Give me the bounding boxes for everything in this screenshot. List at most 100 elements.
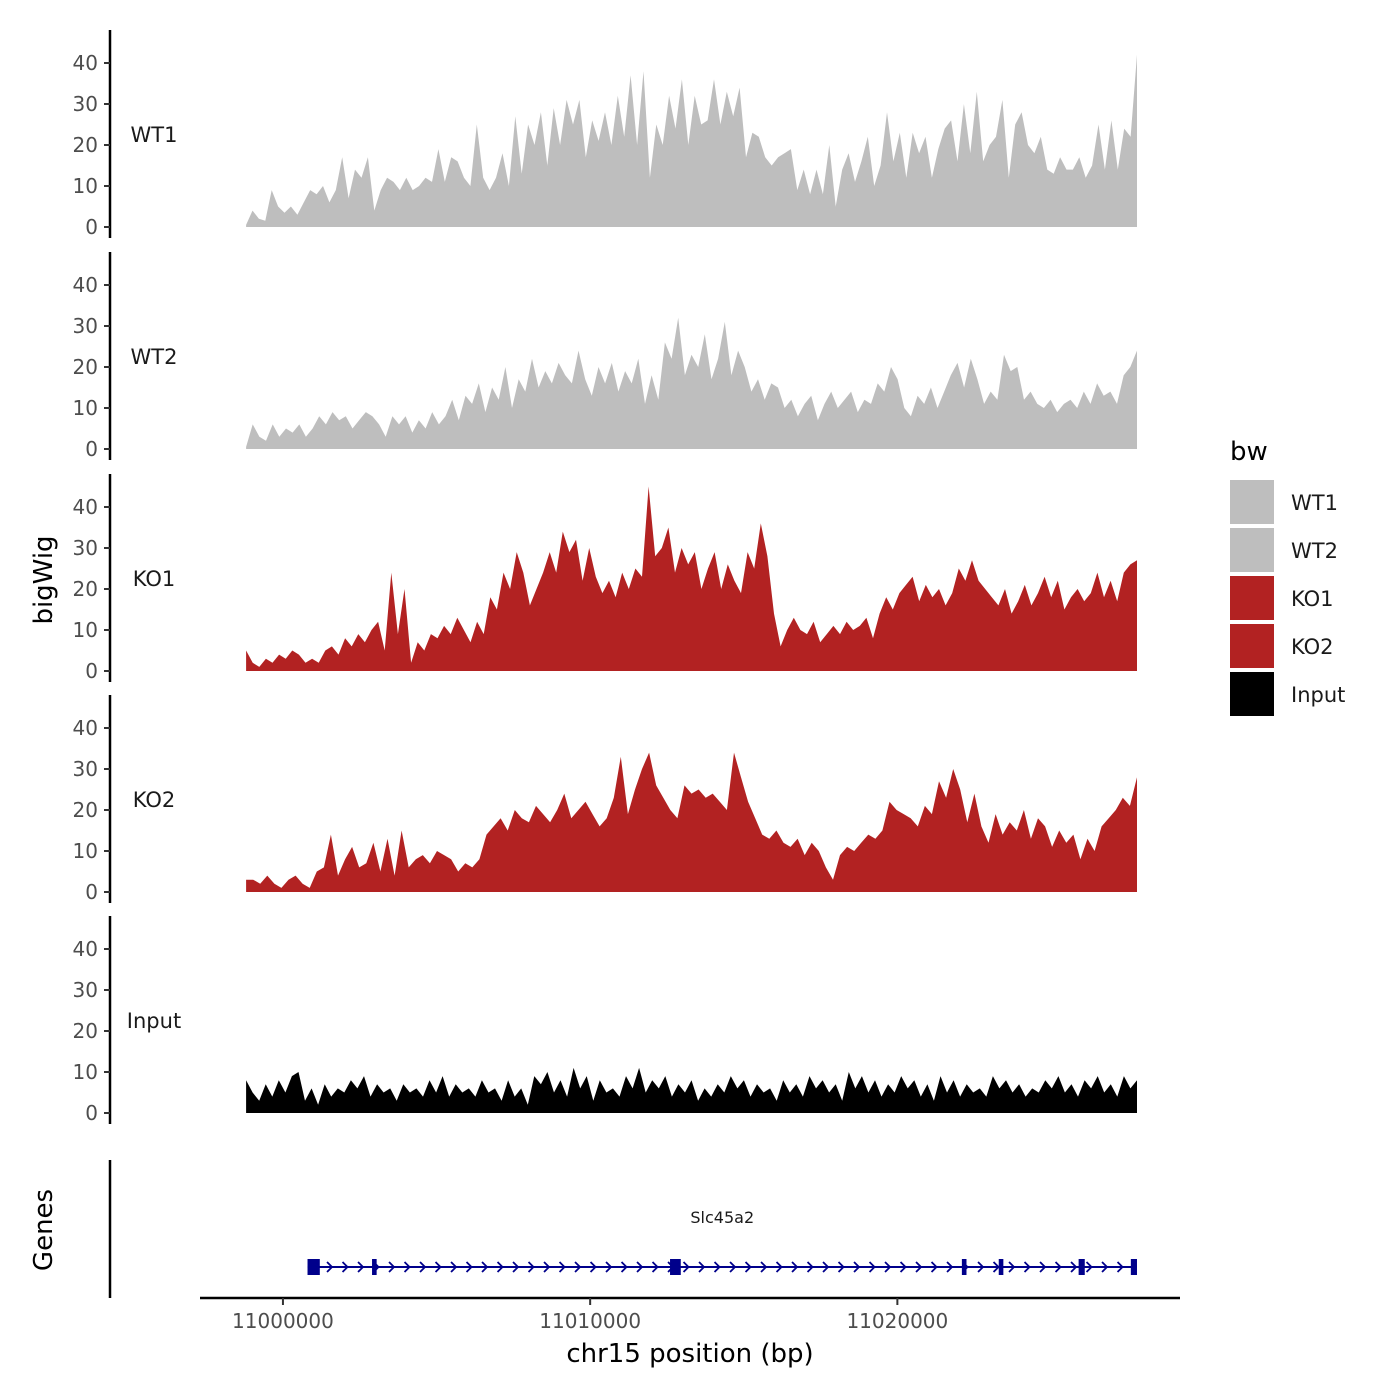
strand-chevron: [527, 1261, 535, 1273]
strand-chevron: [512, 1261, 520, 1273]
y-tick-label: 30: [73, 92, 98, 116]
y-tick-label: 40: [73, 937, 98, 961]
strand-chevron: [868, 1261, 876, 1273]
y-tick-label: 20: [73, 1019, 98, 1043]
y-axis-title: bigWig: [29, 535, 59, 624]
strand-chevron: [775, 1261, 783, 1273]
strand-chevron: [496, 1261, 504, 1273]
y-tick-label: 30: [73, 978, 98, 1002]
y-tick-label: 10: [73, 839, 98, 863]
gene-exon: [670, 1259, 681, 1275]
y-tick-label: 30: [73, 314, 98, 338]
gene-name-label: Slc45a2: [690, 1208, 754, 1227]
strand-chevron: [1023, 1261, 1031, 1273]
track-panel-wt1: 0 10 20 30 40 WT1: [73, 30, 1138, 239]
y-tick-label: 0: [85, 880, 98, 904]
y-tick-label: 20: [73, 798, 98, 822]
strand-chevron: [837, 1261, 845, 1273]
strand-chevron: [388, 1261, 396, 1273]
track-panel-input: 0 10 20 30 40 Input: [73, 916, 1138, 1125]
strand-chevron: [636, 1261, 644, 1273]
strand-chevron: [543, 1261, 551, 1273]
y-tick-label: 10: [73, 1060, 98, 1084]
y-tick-label: 30: [73, 757, 98, 781]
area-input: [246, 1067, 1138, 1113]
y-tick-label: 30: [73, 536, 98, 560]
y-tick-label: 20: [73, 133, 98, 157]
legend-key-ko2: [1230, 624, 1274, 668]
strand-chevron: [481, 1261, 489, 1273]
area-wt1: [246, 54, 1138, 227]
strand-chevron: [884, 1261, 892, 1273]
y-tick-label: 0: [85, 437, 98, 461]
y-tick-label: 40: [73, 273, 98, 297]
gene-exon: [961, 1259, 967, 1275]
x-tick-label: 11010000: [539, 1309, 641, 1333]
strand-chevron: [1070, 1261, 1078, 1273]
legend: bw WT1 WT2 KO1 KO2 Input: [1230, 437, 1345, 716]
track-label-ko1: KO1: [133, 567, 176, 591]
legend-label-input: Input: [1291, 683, 1345, 707]
genes-axis-title: Genes: [29, 1189, 59, 1271]
strand-chevron: [791, 1261, 799, 1273]
strand-chevron: [1054, 1261, 1062, 1273]
strand-chevron: [589, 1261, 597, 1273]
y-tick-label: 20: [73, 577, 98, 601]
strand-chevron: [1085, 1261, 1093, 1273]
legend-label-wt2: WT2: [1291, 539, 1338, 563]
strand-chevron: [651, 1261, 659, 1273]
legend-label-wt1: WT1: [1291, 491, 1338, 515]
gene-exon: [307, 1259, 320, 1275]
strand-chevron: [853, 1261, 861, 1273]
y-tick-label: 10: [73, 396, 98, 420]
gene-track: Slc45a2: [108, 1160, 1137, 1298]
y-tick-label: 20: [73, 355, 98, 379]
strand-chevron: [419, 1261, 427, 1273]
legend-key-wt1: [1230, 480, 1274, 524]
strand-chevron: [605, 1261, 613, 1273]
strand-chevron: [930, 1261, 938, 1273]
strand-chevron: [760, 1261, 768, 1273]
x-tick-label: 11020000: [846, 1309, 948, 1333]
track-panel-ko1: 0 10 20 30 40 KO1: [73, 474, 1138, 683]
track-panel-ko2: 0 10 20 30 40 KO2: [73, 695, 1138, 904]
y-tick-label: 40: [73, 716, 98, 740]
signal-tracks: 0 10 20 30 40 WT1 0 10 20 30 40 WT2 0 10 20 30 40 KO1 0 10 2…: [73, 30, 1138, 1125]
strand-chevron: [822, 1261, 830, 1273]
legend-title: bw: [1230, 437, 1268, 467]
strand-chevron: [574, 1261, 582, 1273]
strand-chevron: [682, 1261, 690, 1273]
strand-chevron: [899, 1261, 907, 1273]
strand-chevron: [465, 1261, 473, 1273]
strand-chevron: [915, 1261, 923, 1273]
area-ko1: [246, 486, 1138, 671]
strand-chevron: [450, 1261, 458, 1273]
strand-chevron: [326, 1261, 334, 1273]
area-wt2: [246, 317, 1138, 449]
track-label-ko2: KO2: [133, 788, 176, 812]
x-axis: 11000000 11010000 11020000: [200, 1296, 1180, 1333]
x-axis-title: chr15 position (bp): [566, 1339, 813, 1369]
strand-chevron: [1039, 1261, 1047, 1273]
y-tick-label: 40: [73, 495, 98, 519]
strand-chevron: [620, 1261, 628, 1273]
legend-label-ko2: KO2: [1291, 635, 1334, 659]
y-tick-label: 0: [85, 215, 98, 239]
x-tick-label: 11000000: [232, 1309, 334, 1333]
strand-chevron: [744, 1261, 752, 1273]
strand-chevron: [977, 1261, 985, 1273]
gene-exon: [1130, 1259, 1137, 1275]
legend-key-input: [1230, 672, 1274, 716]
strand-chevron: [1101, 1261, 1109, 1273]
legend-label-ko1: KO1: [1291, 587, 1334, 611]
strand-chevron: [713, 1261, 721, 1273]
y-tick-label: 10: [73, 618, 98, 642]
y-tick-label: 10: [73, 174, 98, 198]
y-tick-label: 40: [73, 51, 98, 75]
gene-exon: [372, 1259, 377, 1275]
strand-chevron: [729, 1261, 737, 1273]
y-tick-label: 0: [85, 1101, 98, 1125]
strand-chevron: [698, 1261, 706, 1273]
strand-chevron: [946, 1261, 954, 1273]
